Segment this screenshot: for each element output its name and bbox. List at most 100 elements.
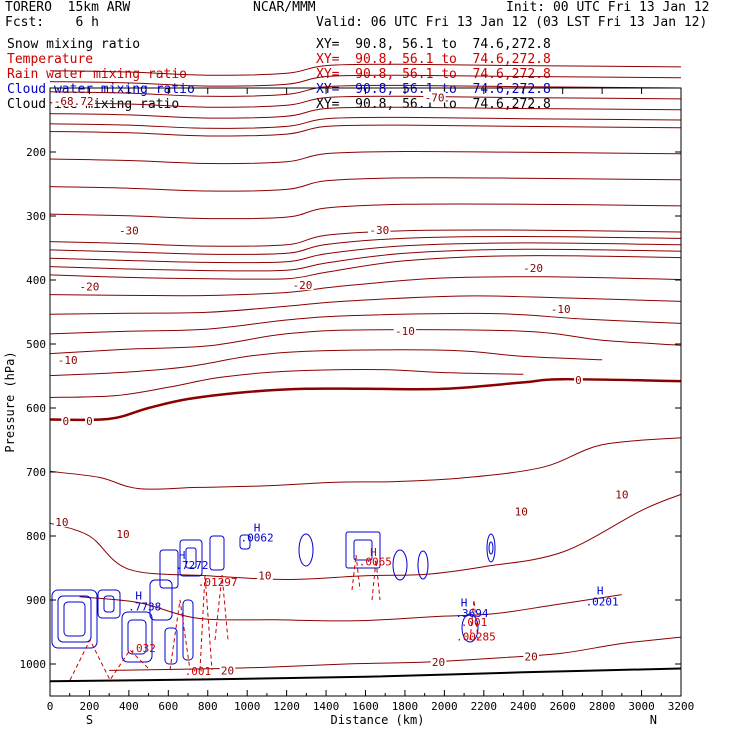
isotherm-label: 0	[575, 374, 582, 387]
cloud-water-max-label: .3694	[455, 607, 488, 620]
x-tick-label: 0	[47, 700, 54, 713]
isotherm-line	[49, 203, 682, 220]
isotherm-20	[109, 636, 682, 671]
x-tick-label: 400	[119, 700, 139, 713]
y-tick-label: 200	[26, 146, 46, 159]
field-name-cloud-water: Cloud water mixing ratio	[7, 82, 195, 97]
x-tick-label: 200	[80, 700, 100, 713]
org-name: NCAR/MMM	[253, 0, 316, 15]
isotherm-label-bg	[521, 261, 545, 273]
isotherm-label-bg	[523, 650, 539, 662]
isotherm-label-bg	[291, 279, 314, 291]
model-name: TORERO 15km ARW	[5, 0, 131, 15]
isotherm-label: 20	[432, 656, 445, 669]
y-tick-label: 700	[26, 466, 46, 479]
isotherm-label-bg	[56, 354, 79, 365]
isotherm-label-bg	[393, 325, 417, 337]
isotherm-label: -20	[80, 280, 100, 293]
field-xy-cloud-ice: XY= 90.8, 56.1 to 74.6,272.8	[316, 97, 551, 112]
x-tick-label: 2800	[589, 700, 616, 713]
rain-max-label: .001	[185, 665, 212, 678]
field-xy-rain: XY= 90.8, 56.1 to 74.6,272.8	[316, 67, 551, 82]
x-tick-label: 3200	[668, 700, 695, 713]
isotherm-line	[49, 369, 524, 398]
y-tick-label: 900	[26, 594, 46, 607]
isotherm-label: 0	[86, 415, 93, 428]
isotherm-label: 20	[221, 664, 234, 677]
x-tick-label: 800	[198, 700, 218, 713]
x-tick-label: 1000	[234, 700, 261, 713]
isotherm-label: -10	[58, 354, 78, 367]
isotherm-label-bg	[54, 515, 70, 527]
isotherm-label: -10	[551, 303, 571, 316]
x-tick-label: 2000	[431, 700, 458, 713]
x-tick-label: 2600	[549, 700, 576, 713]
cloud-water-cluster-left	[51, 531, 496, 665]
cloud-water-max-label: .0062	[240, 531, 273, 544]
isotherm-label: -30	[369, 224, 389, 237]
isotherm-label-bg	[117, 224, 141, 236]
plot-frame	[49, 87, 682, 697]
isotherm-label: -20	[523, 262, 543, 275]
isotherm-label: 10	[615, 488, 628, 501]
isotherm-label-bg	[614, 488, 630, 500]
cloud-water-max-label: H	[135, 590, 142, 603]
south-label: S	[86, 713, 93, 727]
isotherm-label-bg	[61, 414, 71, 426]
x-axis-title: Distance (km)	[331, 713, 425, 727]
isotherm-label: 10	[258, 570, 271, 583]
isotherm-line	[49, 437, 682, 490]
field-name-temperature: Temperature	[7, 52, 94, 67]
rain-max-label: .0065	[359, 556, 392, 569]
isotherm-line	[49, 235, 682, 255]
y-axis-title: Pressure (hPa)	[3, 351, 17, 452]
rain-max-label: .00285	[456, 630, 496, 643]
rain-max-label: .01297	[198, 576, 238, 589]
init-time: Init: 00 UTC Fri 13 Jan 12	[506, 0, 710, 15]
cloud-water-max-label: .7272	[175, 559, 208, 572]
field-xy-snow: XY= 90.8, 56.1 to 74.6,272.8	[316, 37, 551, 52]
isotherm-label-bg	[257, 569, 273, 581]
isotherm-line	[79, 594, 622, 622]
cloud-water-max-label: .7738	[128, 600, 161, 613]
cloud-water-max-label: H	[179, 549, 186, 562]
y-tick-label: 800	[26, 530, 46, 543]
y-tick-label: 400	[26, 274, 46, 287]
y-tick-label: 500	[26, 338, 46, 351]
x-tick-label: 3000	[628, 700, 655, 713]
x-tick-label: 2200	[471, 700, 498, 713]
isotherm-label-bg	[513, 505, 530, 517]
field-name-snow: Snow mixing ratio	[7, 37, 141, 52]
isotherm-label-bg	[85, 414, 94, 426]
isotherm--10	[49, 329, 682, 355]
isotherm-label: 10	[55, 516, 68, 529]
isotherm-label: -20	[292, 279, 312, 292]
x-tick-label: 1600	[352, 700, 379, 713]
y-tick-label: 300	[26, 210, 46, 223]
rain-max-label: .032	[129, 642, 156, 655]
isotherm-line	[49, 248, 682, 272]
forecast-hour: Fcst: 6 h	[5, 15, 99, 30]
x-tick-label: 1200	[273, 700, 300, 713]
north-label: N	[650, 713, 657, 727]
isotherm-line	[49, 312, 682, 335]
isotherm-line	[49, 150, 682, 165]
x-tick-label: 600	[158, 700, 178, 713]
field-xy-cloud-water: XY= 90.8, 56.1 to 74.6,272.8	[316, 82, 551, 97]
field-name-cloud-ice: Cloud ice mixing ratio	[7, 97, 180, 112]
isotherm-line	[49, 177, 682, 192]
isotherm--20	[49, 255, 682, 280]
isotherm-10	[49, 493, 682, 581]
field-name-rain: Rain water mixing ratio	[7, 67, 188, 82]
isotherm-label-bg	[574, 373, 583, 385]
isotherm-label-bg	[115, 528, 131, 540]
rain-max-label: H	[370, 546, 377, 559]
isotherm-label: -10	[395, 325, 415, 338]
cloud-water-max-label: H	[461, 597, 468, 610]
valid-time: Valid: 06 UTC Fri 13 Jan 12 (03 LST Fri …	[316, 15, 708, 30]
isotherm--30	[49, 229, 682, 247]
isotherm-label: -30	[119, 225, 139, 238]
isotherm-0	[49, 377, 682, 422]
field-xy-temperature: XY= 90.8, 56.1 to 74.6,272.8	[316, 52, 551, 67]
cloud-water-max-label: .0201	[586, 595, 619, 608]
